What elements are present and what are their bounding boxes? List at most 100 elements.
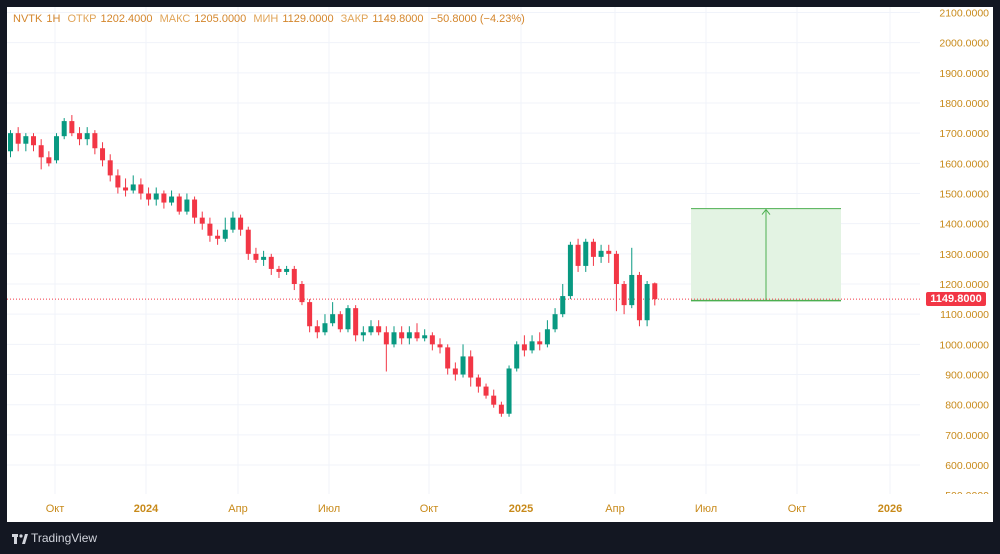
candle[interactable] <box>215 229 221 245</box>
candle[interactable] <box>138 178 144 200</box>
candle[interactable] <box>169 190 175 206</box>
candle[interactable] <box>46 151 52 167</box>
candle[interactable] <box>123 178 129 197</box>
candle[interactable] <box>107 154 113 182</box>
candle[interactable] <box>115 169 121 194</box>
candle[interactable] <box>468 350 474 387</box>
candle[interactable] <box>230 211 236 233</box>
candle[interactable] <box>222 217 228 242</box>
tradingview-brand[interactable]: TradingView <box>12 531 97 545</box>
candle-body <box>636 274 642 321</box>
candle[interactable] <box>176 193 182 215</box>
candle[interactable] <box>322 314 328 336</box>
candle[interactable] <box>299 280 305 306</box>
candle[interactable] <box>130 175 136 194</box>
candle[interactable] <box>544 320 550 348</box>
candle[interactable] <box>644 280 650 327</box>
candle[interactable] <box>353 305 359 342</box>
candle[interactable] <box>399 326 405 345</box>
candle[interactable] <box>383 326 389 372</box>
price-axis[interactable]: 500.0000 600.0000 700.0000 800.0000 900.0000… <box>920 7 993 494</box>
candle[interactable] <box>652 282 658 306</box>
candle[interactable] <box>276 265 282 278</box>
candle[interactable] <box>368 320 374 336</box>
candle[interactable] <box>77 127 83 146</box>
candle[interactable] <box>8 130 13 158</box>
candle[interactable] <box>598 244 604 263</box>
time-axis[interactable]: Окт 2024 Апр Июл Окт 2025 Апр Июл Окт 2026 <box>7 494 993 522</box>
candle[interactable] <box>414 323 420 342</box>
candle[interactable] <box>636 271 642 327</box>
candle[interactable] <box>69 115 75 137</box>
candle[interactable] <box>291 265 297 291</box>
candle[interactable] <box>429 332 435 351</box>
candle[interactable] <box>207 217 213 242</box>
candle[interactable] <box>31 133 37 152</box>
candle[interactable] <box>261 250 267 266</box>
candle[interactable] <box>92 130 98 155</box>
candle[interactable] <box>506 365 512 417</box>
candle[interactable] <box>268 253 274 275</box>
candle[interactable] <box>437 338 443 354</box>
candle[interactable] <box>192 196 198 224</box>
candle[interactable] <box>184 193 190 215</box>
candle[interactable] <box>84 127 90 146</box>
candle[interactable] <box>146 187 152 206</box>
long-position-tool[interactable] <box>691 208 841 302</box>
candle[interactable] <box>245 226 251 260</box>
candle[interactable] <box>38 139 44 170</box>
candle[interactable] <box>54 133 60 164</box>
candle[interactable] <box>307 299 313 333</box>
candle[interactable] <box>475 374 481 393</box>
candle[interactable] <box>422 329 428 342</box>
candle[interactable] <box>483 383 489 399</box>
candle[interactable] <box>376 320 382 336</box>
candle[interactable] <box>452 362 458 381</box>
candle[interactable] <box>284 265 290 275</box>
candle-body <box>146 193 152 200</box>
candle[interactable] <box>161 190 167 209</box>
legend-symbol[interactable]: NVTK <box>13 13 43 25</box>
candle[interactable] <box>391 326 397 348</box>
candle[interactable] <box>337 311 343 333</box>
time-axis-scale[interactable]: Окт 2024 Апр Июл Окт 2025 Апр Июл Окт 2026 <box>7 494 993 522</box>
candle[interactable] <box>199 211 205 230</box>
candle[interactable] <box>621 280 627 315</box>
candle[interactable] <box>253 247 259 263</box>
candle[interactable] <box>629 247 635 309</box>
price-tick-label: 1800.0000 <box>939 98 989 110</box>
candle[interactable] <box>575 238 581 272</box>
candle[interactable] <box>406 326 412 345</box>
candlestick-chart[interactable] <box>7 7 920 494</box>
candle[interactable] <box>583 238 589 272</box>
candle[interactable] <box>521 335 527 357</box>
candle[interactable] <box>238 214 244 236</box>
candle[interactable] <box>560 284 566 318</box>
candle[interactable] <box>15 127 21 152</box>
candle[interactable] <box>590 238 596 266</box>
candle[interactable] <box>360 326 366 342</box>
candle[interactable] <box>514 341 520 372</box>
candle[interactable] <box>567 241 573 300</box>
candle-body <box>368 326 374 333</box>
price-tick-label: 1500.0000 <box>939 189 989 201</box>
candle[interactable] <box>537 332 543 351</box>
chart-pane[interactable]: NVTK 1Н ОТКР 1202.4000 МАКС 1205.0000 МИН 11… <box>7 7 920 494</box>
candle[interactable] <box>552 308 558 333</box>
candle[interactable] <box>61 118 67 140</box>
candle[interactable] <box>445 344 451 375</box>
candle[interactable] <box>23 133 29 152</box>
legend-interval[interactable]: 1Н <box>46 13 61 25</box>
candle[interactable] <box>498 401 504 417</box>
candle[interactable] <box>330 302 336 327</box>
candle[interactable] <box>613 250 619 312</box>
candle[interactable] <box>491 389 497 408</box>
candle[interactable] <box>345 305 351 333</box>
candle[interactable] <box>100 142 106 167</box>
candle[interactable] <box>314 320 320 339</box>
candle[interactable] <box>529 335 535 354</box>
price-axis-scale[interactable]: 500.0000 600.0000 700.0000 800.0000 900.0000… <box>920 7 993 494</box>
candle[interactable] <box>153 187 159 206</box>
candle[interactable] <box>460 344 466 378</box>
candle[interactable] <box>606 244 612 263</box>
